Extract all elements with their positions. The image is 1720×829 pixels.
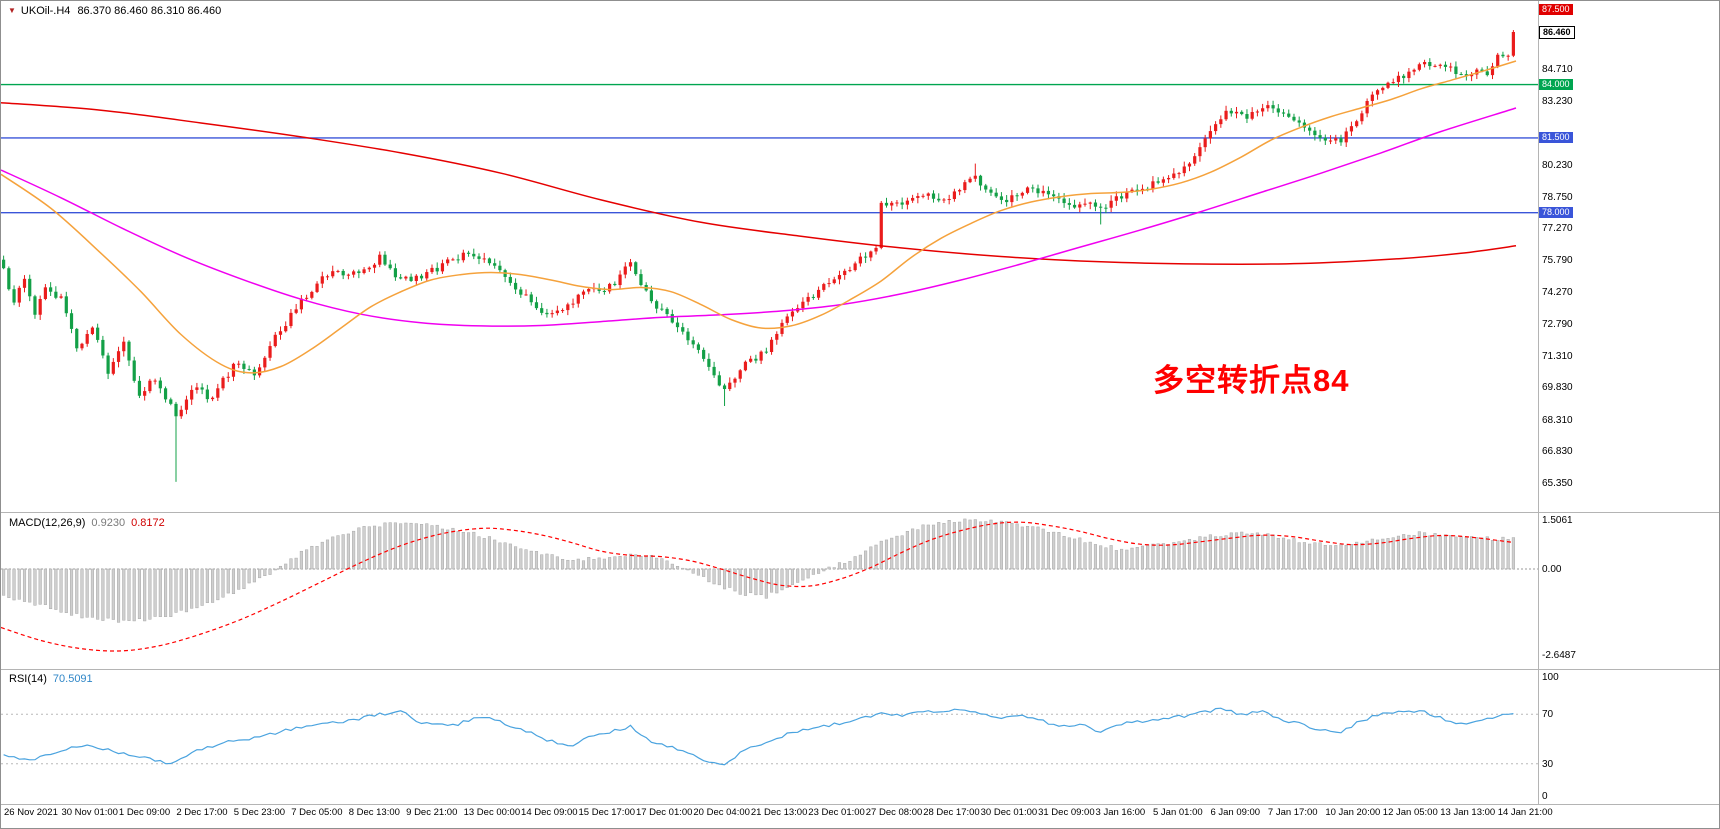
time-axis-label: 30 Dec 01:00 <box>980 807 1038 818</box>
rsi-indicator-pane[interactable] <box>1 670 1720 804</box>
time-axis-label: 5 Jan 01:00 <box>1153 807 1203 818</box>
time-axis-label: 7 Jan 17:00 <box>1267 807 1318 818</box>
macd-signal-value: 0.8172 <box>131 517 165 529</box>
time-axis-label: 10 Jan 20:00 <box>1325 807 1381 818</box>
ma-long-line <box>1 101 1517 265</box>
time-axis-label: 5 Dec 23:00 <box>233 807 286 818</box>
rsi-name: RSI(14) <box>9 673 47 685</box>
macd-scale-label: 0.00 <box>1542 564 1562 575</box>
price-axis-label: 72.790 <box>1542 318 1573 330</box>
time-axis-label: 17 Dec 01:00 <box>635 807 693 818</box>
price-axis-label: 83.230 <box>1542 95 1573 107</box>
time-axis-label: 8 Dec 13:00 <box>348 807 400 818</box>
level-price-badge: 84.000 <box>1539 78 1573 90</box>
price-axis-label: 68.310 <box>1542 414 1573 426</box>
rsi-scale-label: 70 <box>1542 709 1554 721</box>
time-axis-label: 26 Nov 2021 <box>4 807 58 818</box>
time-axis-label: 27 Dec 08:00 <box>865 807 923 818</box>
time-axis-label: 20 Dec 04:00 <box>693 807 750 818</box>
rsi-scale-label: 30 <box>1542 758 1554 770</box>
time-axis-label: 9 Dec 21:00 <box>406 807 458 818</box>
time-axis-label: 13 Dec 00:00 <box>463 807 521 818</box>
time-axis-label: 31 Dec 09:00 <box>1038 807 1095 818</box>
time-axis-label: 28 Dec 17:00 <box>923 807 980 818</box>
alert-price-badge: 87.500 <box>1539 3 1573 15</box>
ma-mid-line <box>1 107 1517 327</box>
level-price-badge: 78.000 <box>1539 206 1573 218</box>
macd-scale-label: -2.6487 <box>1542 650 1576 662</box>
macd-scale-label: 1.5061 <box>1542 515 1573 527</box>
price-axis-label: 84.710 <box>1542 64 1573 76</box>
time-axis-label: 21 Dec 13:00 <box>750 807 808 818</box>
annotation-text: 多空转折点84 <box>1153 363 1350 398</box>
symbol-timeframe-label: UKOil-.H4 <box>20 5 71 17</box>
time-axis-label: 14 Dec 09:00 <box>521 807 578 818</box>
price-scale-axis[interactable] <box>1538 1 1539 804</box>
time-axis-label: 3 Jan 16:00 <box>1095 807 1146 818</box>
price-axis-label: 69.830 <box>1542 382 1573 394</box>
macd-indicator-pane[interactable] <box>1 513 1720 669</box>
time-axis-label: 7 Dec 05:00 <box>291 807 343 818</box>
time-axis-label: 12 Jan 05:00 <box>1382 807 1438 818</box>
current-price-badge: 86.460 <box>1539 26 1575 39</box>
time-axis-label: 6 Jan 09:00 <box>1210 807 1261 818</box>
rsi-value: 70.5091 <box>52 673 93 685</box>
chart-title: ▼ UKOil-.H4 86.370 86.460 86.310 86.460 <box>8 5 221 17</box>
time-axis-label: 14 Jan 21:00 <box>1497 807 1553 818</box>
macd-name: MACD(12,26,9) <box>9 517 86 529</box>
price-axis-label: 80.230 <box>1542 160 1573 172</box>
rsi-scale-label: 0 <box>1542 791 1548 802</box>
price-chart-pane[interactable] <box>1 1 1720 512</box>
time-axis-label: 1 Dec 09:00 <box>118 807 171 818</box>
rsi-label: RSI(14) 70.5091 <box>9 673 93 685</box>
macd-label: MACD(12,26,9) 0.9230 0.8172 <box>9 517 165 529</box>
macd-main-value: 0.9230 <box>91 517 126 529</box>
price-axis-label: 66.830 <box>1542 446 1573 458</box>
price-axis-label: 71.310 <box>1542 350 1573 362</box>
ohlc-readout: 86.370 86.460 86.310 86.460 <box>77 5 222 17</box>
time-axis-label: 23 Dec 01:00 <box>808 807 865 818</box>
price-axis-label: 74.270 <box>1542 287 1573 299</box>
time-axis-label: 2 Dec 17:00 <box>176 807 228 818</box>
price-axis-label: 78.750 <box>1542 191 1573 203</box>
rsi-scale-label: 100 <box>1542 672 1559 683</box>
collapse-triangle-icon[interactable]: ▼ <box>8 6 16 15</box>
price-axis-label: 65.350 <box>1542 477 1573 489</box>
price-axis-label: 77.270 <box>1542 223 1573 235</box>
rsi-timeaxis-divider <box>1 804 1719 805</box>
level-price-badge: 81.500 <box>1539 131 1573 143</box>
ma-fast-line <box>1 60 1517 374</box>
time-axis-label: 15 Dec 17:00 <box>578 807 636 818</box>
time-axis-label: 13 Jan 13:00 <box>1440 807 1496 818</box>
macd-rsi-divider[interactable] <box>1 669 1719 670</box>
price-axis-label: 75.790 <box>1542 254 1573 266</box>
time-axis-label: 30 Nov 01:00 <box>61 807 118 818</box>
price-macd-divider[interactable] <box>1 512 1719 513</box>
